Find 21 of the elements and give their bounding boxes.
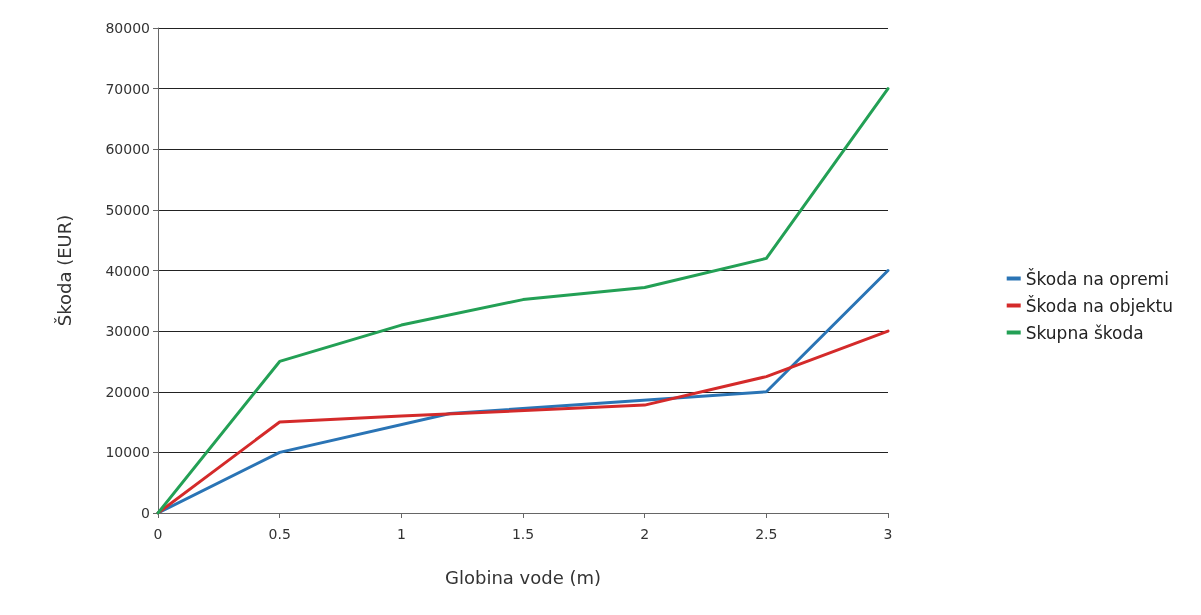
- x-tick-label: 0: [153, 526, 163, 542]
- y-tick-label: 10000: [105, 444, 150, 461]
- y-tick-label: 60000: [105, 141, 150, 158]
- x-tick-label: 1: [396, 526, 406, 542]
- x-tick-label: 2: [640, 526, 650, 542]
- x-tick-label: 2.5: [755, 526, 778, 542]
- y-tick-label: 50000: [105, 201, 150, 218]
- y-tick-label: 70000: [105, 80, 150, 97]
- y-tick-label: 40000: [105, 262, 150, 279]
- y-tick-label: 80000: [105, 20, 150, 36]
- x-tick-label: 3: [883, 526, 893, 542]
- y-tick-label: 30000: [105, 323, 150, 340]
- legend-label: Škoda na objektu: [1025, 294, 1174, 316]
- legend-label: Skupna škoda: [1025, 322, 1144, 343]
- y-tick-label: 20000: [105, 383, 150, 400]
- x-tick-label: 0.5: [268, 526, 291, 542]
- y-axis-title: Škoda (EUR): [53, 214, 75, 327]
- x-tick-label: 1.5: [511, 526, 535, 542]
- legend-label: Škoda na opremi: [1025, 267, 1169, 289]
- x-axis-title: Globina vode (m): [444, 566, 602, 588]
- y-tick-label: 0: [141, 505, 150, 521]
